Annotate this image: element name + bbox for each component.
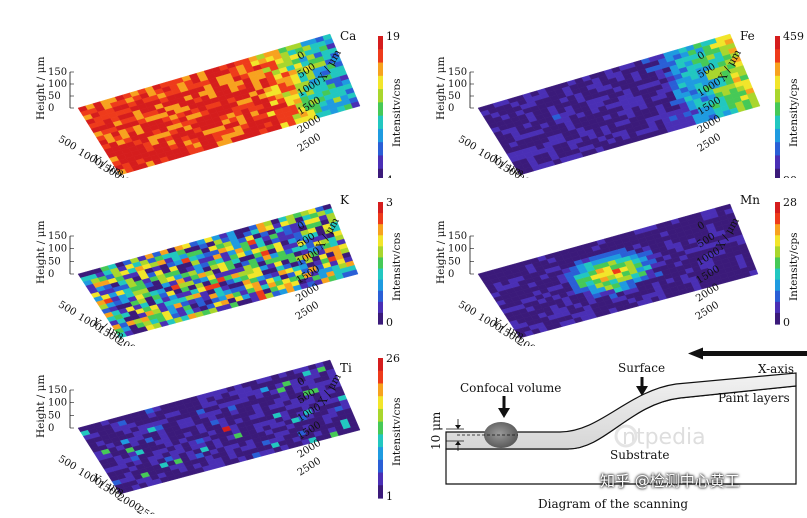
height-tick-label: 100 (448, 79, 467, 90)
confocal-volume-ellipse (484, 422, 518, 448)
x-tick-label: 0 (296, 50, 307, 63)
confocal-arrow (498, 396, 510, 418)
height-tick-label: 0 (48, 269, 54, 280)
colorbar (775, 202, 780, 325)
height-axis-label: Height / μm (35, 221, 47, 284)
element-label: Fe (740, 29, 755, 43)
element-label: Ti (340, 361, 352, 375)
height-tick-label: 150 (48, 67, 67, 78)
colorbar (775, 36, 780, 183)
x-axis-arrow (688, 347, 807, 360)
paint-layers-label: Paint layers (718, 391, 790, 405)
x-tick-label: 0 (296, 376, 307, 389)
height-tick-label: 50 (48, 256, 61, 267)
substrate-label: Substrate (610, 448, 669, 462)
height-tick-label: 0 (448, 269, 454, 280)
height-tick-label: 0 (448, 103, 454, 114)
intensity-axis-label: Intensity/cps (391, 78, 400, 147)
height-tick-label: 50 (448, 91, 461, 102)
x-axis-label: X-axis (758, 362, 794, 376)
height-tick-label: 150 (448, 67, 467, 78)
colorbar-max-label: 19 (386, 30, 400, 43)
colorbar-min-label: 0 (386, 316, 393, 329)
height-tick-label: 100 (48, 398, 67, 409)
height-axis-label: Height / μm (35, 375, 47, 438)
height-axis-label: Height / μm (35, 57, 47, 120)
colorbar-max-label: 28 (783, 196, 797, 209)
svg-text:ntpedia: ntpedia (622, 425, 706, 450)
y-tick-label: 2500 (135, 505, 163, 514)
surface-arrow (636, 377, 648, 396)
y-tick-label: 500 (56, 299, 78, 318)
surface-mesh (477, 33, 761, 176)
colorbar (378, 358, 383, 499)
thickness-marker (446, 419, 464, 451)
height-tick-label: 150 (448, 231, 467, 242)
height-tick-label: 50 (48, 410, 61, 421)
surface-label: Surface (618, 361, 665, 375)
paint-layer-band (445, 372, 797, 450)
colorbar-min-label: 0 (783, 316, 790, 329)
height-axis-label: Height / μm (435, 221, 447, 284)
y-tick-label: 500 (56, 134, 78, 153)
thickness-label: 10 μm (429, 411, 443, 450)
intensity-axis-label: Intensity/cps (788, 78, 800, 147)
height-tick-label: 50 (48, 91, 61, 102)
colorbar-max-label: 459 (783, 30, 804, 43)
intensity-axis-label: Intensity/cps (788, 232, 800, 301)
colorbar-max-label: 26 (386, 352, 400, 365)
confocal-volume-label: Confocal volume (460, 381, 561, 395)
y-tick-label: 500 (56, 454, 78, 473)
colorbar (378, 36, 383, 183)
instrument-pedia-logo: ntpedia (614, 424, 706, 450)
x-tick-label: 2500 (294, 300, 321, 323)
height-tick-label: 150 (48, 385, 67, 396)
height-tick-label: 0 (48, 423, 54, 434)
height-tick-label: 100 (48, 244, 67, 255)
surface-mesh (477, 203, 759, 339)
surface-mesh (77, 359, 361, 495)
x-tick-label: 0 (696, 50, 707, 63)
y-tick-label: 500 (456, 134, 478, 153)
colorbar (378, 202, 383, 325)
surface-mesh (77, 203, 359, 339)
element-label: Mn (740, 193, 760, 207)
intensity-axis-label: Intensity/cps (391, 397, 400, 466)
element-label: K (340, 193, 350, 207)
height-tick-label: 100 (48, 79, 67, 90)
surface-mesh (77, 33, 361, 176)
diagram-caption: Diagram of the scanning (538, 497, 688, 511)
colorbar-max-label: 3 (386, 196, 393, 209)
y-tick-label: 500 (456, 299, 478, 318)
height-tick-label: 100 (448, 244, 467, 255)
height-tick-label: 50 (448, 256, 461, 267)
watermark-text: 知乎 @检测中心黄工 (600, 472, 740, 490)
intensity-axis-label: Intensity/cps (391, 232, 400, 301)
height-tick-label: 0 (48, 103, 54, 114)
x-tick-label: 0 (296, 220, 307, 233)
element-label: Ca (340, 29, 356, 43)
height-tick-label: 150 (48, 231, 67, 242)
scanning-diagram: X-axis Surface Paint layers Substrate Co… (400, 346, 807, 514)
height-axis-label: Height / μm (435, 57, 447, 120)
colorbar-min-label: 1 (386, 490, 393, 503)
x-tick-label: 0 (696, 220, 707, 233)
x-tick-label: 2500 (694, 300, 721, 323)
